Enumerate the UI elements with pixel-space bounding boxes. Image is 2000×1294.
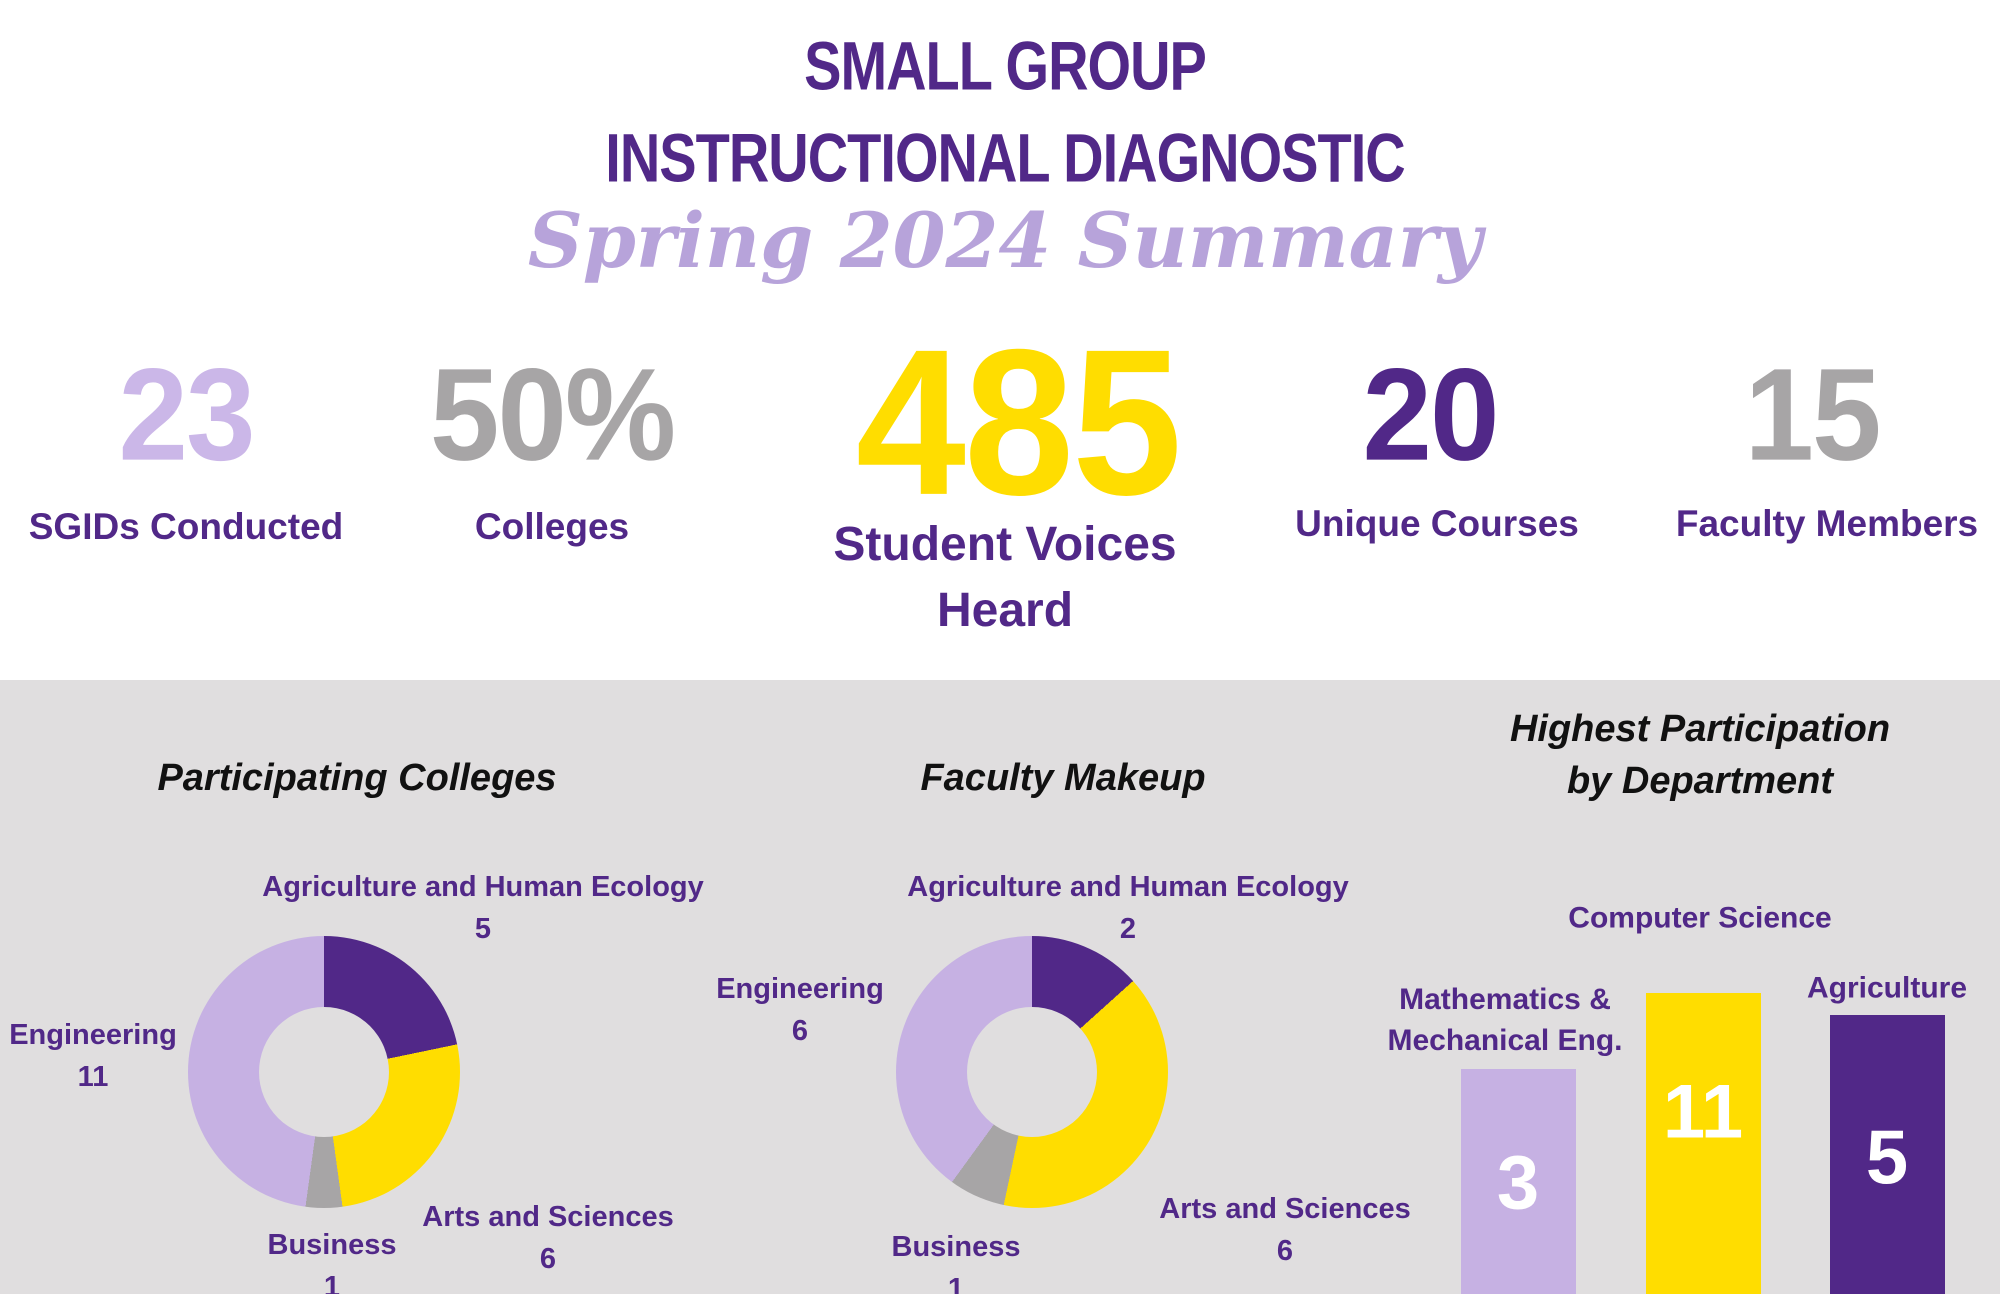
stat-label-unique-courses: Unique Courses [1295, 503, 1579, 544]
donut2-label-arts-sciences: Arts and Sciences 6 [1159, 1193, 1411, 1267]
donut2-label-business: Business 1 [891, 1231, 1021, 1294]
stat-label-colleges: Colleges [474, 506, 630, 547]
main-title-line1: SMALL GROUP [804, 27, 1207, 105]
donut-chart-faculty-makeup [896, 936, 1168, 1208]
donut1-label-engineering: Engineering 11 [9, 1019, 177, 1093]
bar-value-agriculture: 5 [1865, 1115, 1909, 1201]
charts-panel: Participating Colleges Agriculture and H… [0, 680, 2000, 1294]
bar-label-agriculture: Agriculture [1806, 971, 1968, 1005]
bar-agriculture [1830, 1015, 1945, 1294]
stat-label-sgids: SGIDs Conducted [28, 506, 344, 547]
stat-value-student-voices: 485 [855, 305, 1182, 539]
chart-title-highest-participation: Highest Participation by Department [1509, 708, 1891, 802]
donut2-label-agriculture: Agriculture and Human Ecology 2 [907, 871, 1349, 945]
donut-chart-participating-colleges [188, 936, 460, 1208]
main-title-line2: INSTRUCTIONAL DIAGNOSTIC [605, 119, 1405, 197]
donut-hole [967, 1007, 1097, 1137]
bar-mathematics-mechanical-eng [1461, 1069, 1576, 1294]
bar-label-computer-science: Computer Science [1568, 901, 1832, 935]
chart-title-participating-colleges: Participating Colleges [157, 757, 557, 799]
stat-value-unique-courses: 20 [1362, 342, 1499, 488]
donut-hole [259, 1007, 389, 1137]
stat-value-faculty-members: 15 [1744, 342, 1881, 488]
subtitle-script: Spring 2024 Summary [527, 196, 1483, 285]
bar-value-computer-science: 11 [1662, 1069, 1744, 1155]
stat-value-colleges: 50% [429, 342, 676, 488]
donut1-label-arts-sciences: Arts and Sciences 6 [422, 1201, 674, 1275]
bar-label-mathematics-mechanical-eng: Mathematics & Mechanical Eng. [1387, 983, 1623, 1057]
stat-label-student-voices: Student Voices Heard [833, 518, 1177, 637]
stat-label-faculty-members: Faculty Members [1675, 503, 1979, 544]
donut1-label-business: Business 1 [267, 1229, 397, 1294]
donut2-label-engineering: Engineering 6 [716, 973, 884, 1047]
chart-title-faculty-makeup: Faculty Makeup [920, 757, 1206, 799]
stat-value-sgids: 23 [118, 342, 255, 488]
bar-value-mathematics: 3 [1496, 1140, 1540, 1226]
donut1-label-agriculture: Agriculture and Human Ecology 5 [262, 871, 704, 945]
bar-computer-science [1646, 993, 1761, 1294]
